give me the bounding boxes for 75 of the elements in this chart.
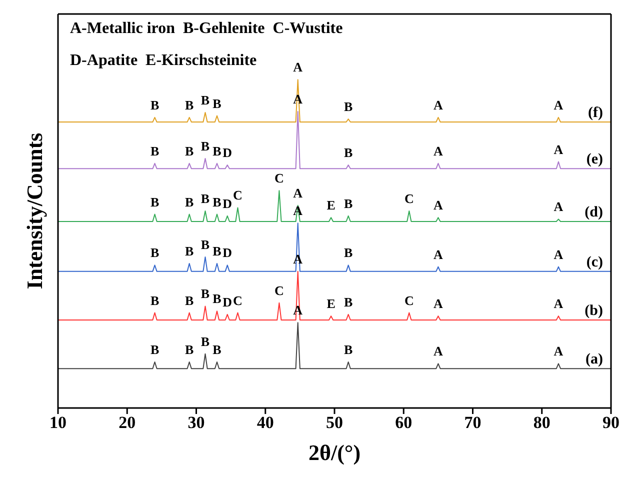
series-label: (e) <box>586 152 603 168</box>
annotation: A <box>293 185 304 200</box>
annotation: B <box>212 291 222 306</box>
annotation: B <box>344 294 353 310</box>
annotation: B <box>150 194 160 210</box>
annotation: E <box>326 198 336 213</box>
annotation: B <box>200 92 210 108</box>
annotation: B <box>344 342 353 358</box>
x-tick-label: 90 <box>602 413 620 432</box>
annotation: B <box>150 292 160 308</box>
annotation: A <box>554 142 564 157</box>
series-label: (f) <box>588 105 603 122</box>
x-tick-label: 10 <box>50 413 66 432</box>
annotation: B <box>200 236 210 252</box>
x-tick-label: 80 <box>533 413 550 432</box>
x-tick-label: 50 <box>326 413 343 432</box>
annotation: A <box>554 199 564 214</box>
y-axis-title: Intensity/Counts <box>22 132 47 290</box>
annotation: B <box>185 97 194 112</box>
x-tick-label: 70 <box>464 413 482 432</box>
annotation: A <box>554 246 564 262</box>
x-tick-label: 60 <box>395 413 412 432</box>
annotation: A <box>293 60 304 75</box>
annotation: C <box>404 191 414 206</box>
annotation: A <box>433 97 444 112</box>
annotation: B <box>212 96 222 111</box>
series-label: (b) <box>584 303 603 320</box>
series-label: (a) <box>586 352 603 368</box>
annotation: B <box>185 342 194 358</box>
annotation: C <box>233 292 242 308</box>
annotation: C <box>404 292 414 308</box>
x-tick-label: 20 <box>118 413 136 432</box>
annotation: A <box>433 344 444 359</box>
text: D-Apatite E-Kirschsteinite <box>70 52 257 70</box>
annotation: A <box>554 296 564 312</box>
annotation: B <box>212 244 222 259</box>
annotation: B <box>212 342 222 358</box>
series-label: (d) <box>584 204 603 221</box>
annotation: B <box>200 334 210 349</box>
x-tick-label: 30 <box>188 413 205 432</box>
annotation: B <box>185 143 194 158</box>
annotation: B <box>150 245 160 260</box>
annotation: B <box>150 143 160 158</box>
annotation: A <box>554 97 564 112</box>
x-tick-label: 40 <box>256 413 274 432</box>
annotation: D <box>222 245 232 260</box>
annotation: C <box>233 188 242 203</box>
text: A-Metallic iron B-Gehlenite C-Wustite <box>70 20 343 38</box>
annotation: A <box>433 143 444 158</box>
annotation: D <box>222 145 232 160</box>
annotation: B <box>344 99 353 114</box>
annotation: B <box>185 244 194 259</box>
annotation: B <box>200 191 210 206</box>
annotation: B <box>185 292 194 308</box>
annotation: D <box>222 294 232 310</box>
annotation: E <box>326 296 336 312</box>
annotation: B <box>185 194 194 210</box>
annotation: B <box>212 143 222 158</box>
annotation: B <box>200 286 210 302</box>
annotation: B <box>344 145 353 160</box>
series-label: (c) <box>586 254 603 270</box>
annotation: C <box>274 282 284 298</box>
annotation: A <box>554 344 564 359</box>
x-axis-title: 2θ/(°) <box>308 440 361 465</box>
annotation: B <box>200 138 210 154</box>
annotation: D <box>222 196 232 211</box>
annotation: A <box>433 296 444 312</box>
annotation: B <box>150 342 160 358</box>
annotation: A <box>433 198 444 213</box>
annotation: C <box>274 170 284 186</box>
annotation: B <box>212 194 222 210</box>
annotation: B <box>344 196 353 211</box>
annotation: B <box>150 97 160 112</box>
annotation: B <box>344 245 353 260</box>
annotation: A <box>433 246 444 262</box>
